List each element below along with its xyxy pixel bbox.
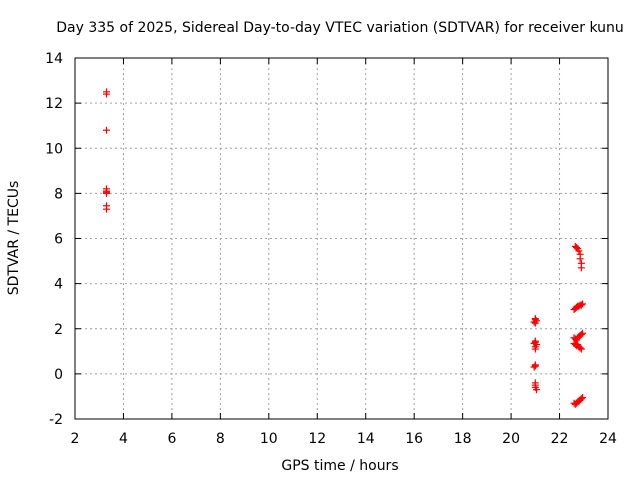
data-point <box>102 90 110 98</box>
data-point <box>575 247 583 255</box>
chart-title: Day 335 of 2025, Sidereal Day-to-day VTE… <box>56 20 624 36</box>
x-tick-label: 8 <box>216 431 225 447</box>
data-point <box>577 395 585 403</box>
data-point <box>579 394 587 402</box>
data-point <box>530 318 538 326</box>
y-axis-label: SDTVAR / TECUs <box>6 181 22 296</box>
data-point <box>531 319 539 327</box>
data-point <box>102 205 110 213</box>
data-point <box>579 329 587 337</box>
data-point <box>533 386 541 394</box>
y-tick-label: 2 <box>54 322 63 338</box>
data-point <box>102 189 110 197</box>
data-point <box>577 301 585 309</box>
data-point <box>102 126 110 134</box>
x-tick-label: 10 <box>260 431 278 447</box>
data-point <box>531 345 539 353</box>
data-point <box>576 255 584 263</box>
x-tick-label: 14 <box>357 431 375 447</box>
x-tick-label: 6 <box>167 431 176 447</box>
y-tick-label: -2 <box>49 412 63 428</box>
y-tick-label: 8 <box>54 186 63 202</box>
x-tick-label: 16 <box>405 431 423 447</box>
x-tick-label: 4 <box>119 431 128 447</box>
x-tick-label: 22 <box>551 431 569 447</box>
grid-layer <box>75 58 608 419</box>
x-tick-label: 24 <box>599 431 617 447</box>
x-tick-label: 20 <box>502 431 520 447</box>
data-point <box>531 362 539 370</box>
y-tick-label: 12 <box>45 96 63 112</box>
x-axis-label: GPS time / hours <box>281 458 398 474</box>
data-point <box>576 344 584 352</box>
x-tick-label: 18 <box>454 431 472 447</box>
x-tick-label: 2 <box>71 431 80 447</box>
data-point-layer <box>102 88 587 408</box>
y-tick-label: 10 <box>45 141 63 157</box>
y-tick-label: 14 <box>45 51 63 67</box>
x-tick-label: 12 <box>308 431 326 447</box>
y-tick-label: 0 <box>54 367 63 383</box>
plot-border <box>74 57 609 420</box>
y-tick-label: 6 <box>54 232 63 248</box>
data-point <box>530 363 538 371</box>
y-tick-label: 4 <box>54 277 63 293</box>
data-point <box>577 345 585 353</box>
data-point <box>577 264 585 272</box>
data-point <box>577 330 585 338</box>
data-point <box>579 300 587 308</box>
